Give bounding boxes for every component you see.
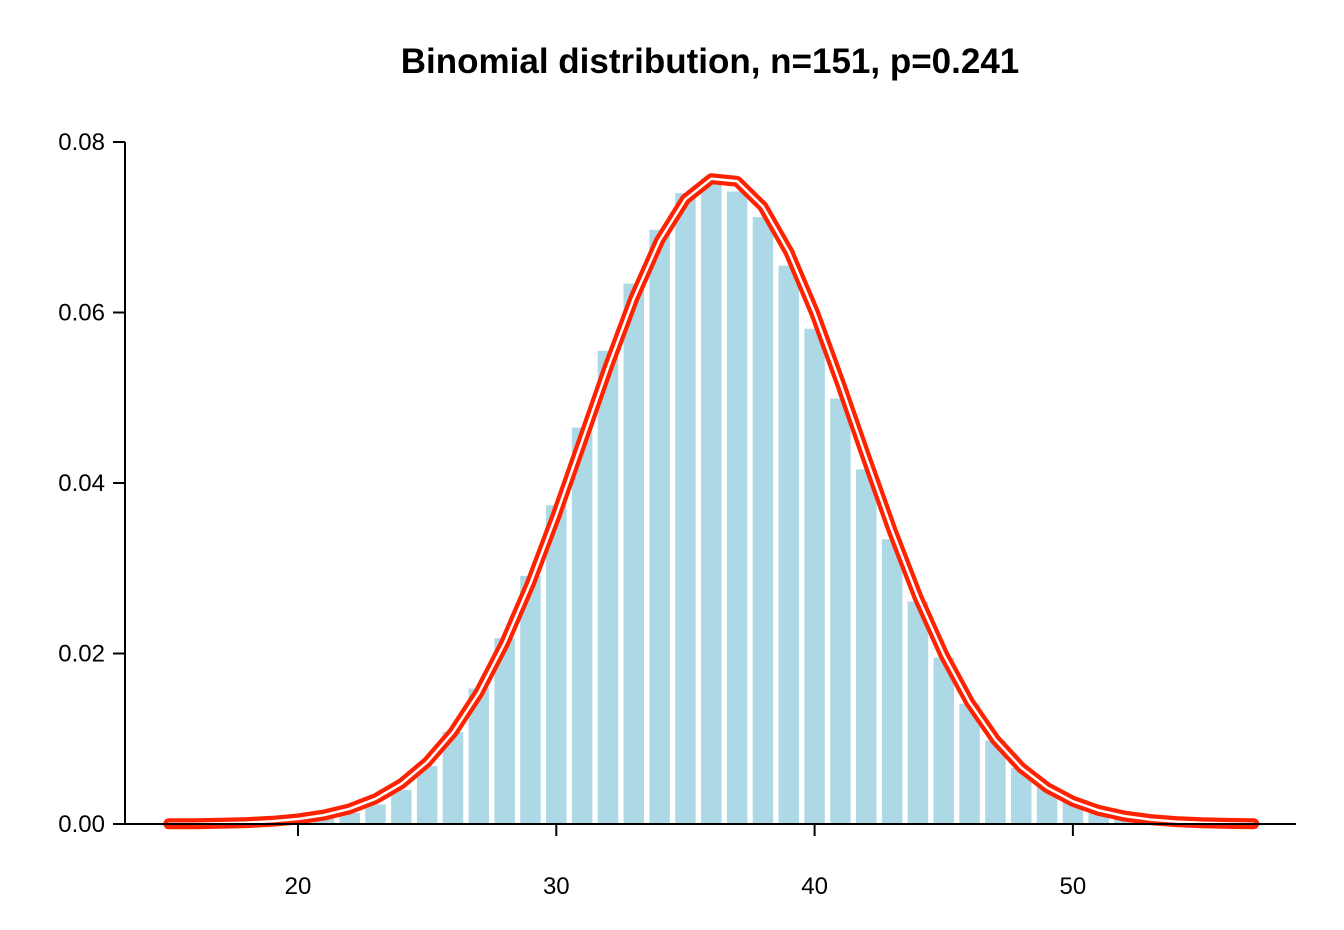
bar-43: [881, 539, 903, 824]
bar-42: [856, 469, 877, 824]
bar-29: [520, 575, 541, 824]
bars-group: [236, 178, 1239, 825]
y-ticks-group: 0.00 0.02 0.04 0.06 0.08: [58, 129, 125, 838]
bar-28: [494, 638, 515, 824]
y-tick-label: 0.06: [58, 300, 105, 327]
bar-39: [778, 265, 800, 824]
bar-34: [649, 229, 670, 824]
bar-32: [597, 350, 619, 824]
bar-31: [571, 427, 593, 824]
x-ticks-group: 20 30 40 50: [285, 824, 1087, 900]
bar-26: [442, 731, 464, 824]
curve-group: [163, 173, 1260, 830]
bar-25: [416, 766, 438, 824]
bar-41: [830, 398, 851, 824]
bar-44: [907, 601, 929, 824]
y-tick-label: 0.04: [58, 470, 105, 497]
bar-37: [726, 191, 748, 824]
bar-48: [1010, 767, 1032, 824]
normal-curve-highlight: [167, 177, 1255, 826]
x-tick-label: 20: [285, 873, 312, 900]
bar-38: [752, 217, 774, 824]
bar-47: [985, 740, 1006, 824]
x-tick-label: 50: [1060, 873, 1087, 900]
bar-27: [468, 688, 490, 824]
y-tick-label: 0.08: [58, 129, 105, 156]
bar-23: [365, 804, 386, 824]
bar-21: [313, 818, 335, 824]
bar-36: [701, 178, 722, 825]
chart-title: Binomial distribution, n=151, p=0.241: [400, 42, 1020, 81]
bar-45: [933, 657, 954, 824]
bar-30: [546, 505, 567, 824]
bar-33: [623, 283, 645, 824]
bar-22: [339, 812, 360, 824]
x-tick-label: 40: [801, 873, 828, 900]
bar-46: [959, 703, 980, 824]
bar-40: [804, 328, 825, 824]
x-tick-label: 30: [543, 873, 570, 900]
y-tick-label: 0.02: [58, 641, 105, 668]
bar-35: [675, 193, 696, 824]
y-tick-label: 0.00: [58, 811, 105, 838]
bar-24: [391, 789, 412, 824]
